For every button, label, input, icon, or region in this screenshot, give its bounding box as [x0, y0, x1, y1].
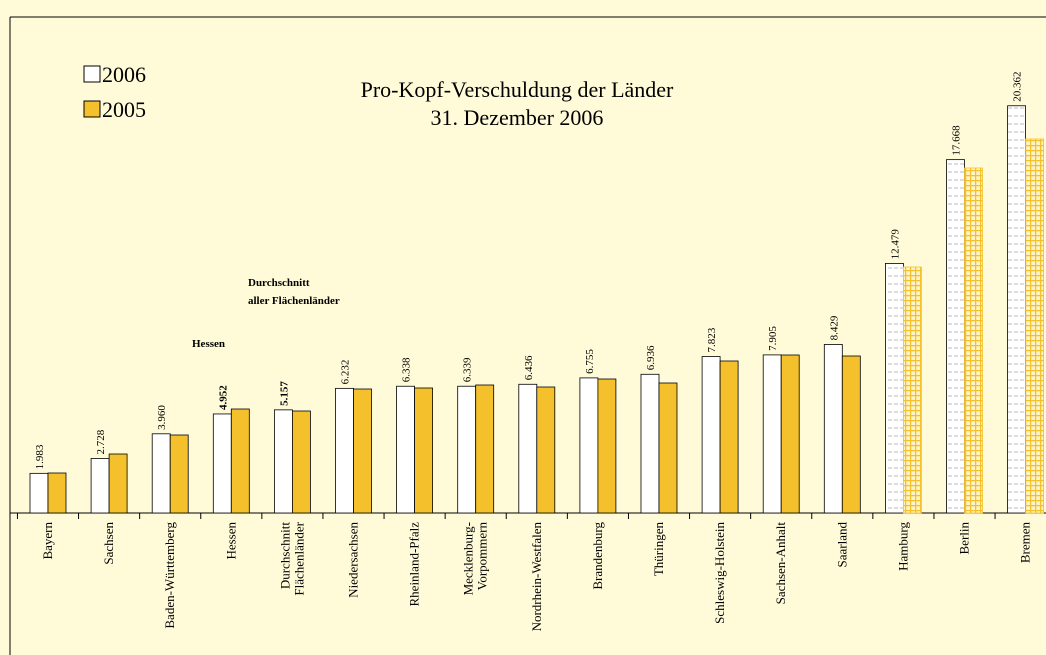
x-tick-label: Sachsen [101, 522, 116, 565]
annotation: Durchschnitt [248, 277, 310, 289]
value-label: 5.157 [278, 381, 290, 406]
bar [719, 360, 739, 514]
bar [353, 388, 372, 514]
legend-label: 2006 [102, 62, 146, 87]
bar [29, 472, 49, 514]
bar [640, 373, 660, 514]
bar [701, 356, 721, 514]
bar [291, 410, 311, 514]
x-tick-label: Rheinland-Pfalz [407, 522, 422, 607]
bar [90, 458, 110, 514]
bar [151, 433, 171, 514]
value-label: 12.479 [889, 229, 901, 260]
bar [230, 408, 250, 514]
bar [658, 382, 678, 514]
bar [1007, 105, 1026, 514]
x-tick-label: Hessen [223, 522, 238, 560]
value-label: 6.232 [340, 360, 352, 385]
bar [518, 383, 538, 514]
value-label: 20.362 [1012, 72, 1024, 102]
x-tick-label: Brandenburg [590, 522, 605, 590]
x-tick-label: Flächenländer [291, 521, 306, 595]
value-label: 6.436 [523, 355, 535, 380]
x-tick-label: Bremen [1018, 522, 1033, 564]
value-label: 8.429 [828, 315, 840, 340]
value-label: 7.905 [767, 326, 779, 351]
value-label: 2.728 [95, 429, 107, 454]
legend-label: 2005 [102, 97, 146, 122]
value-label: 6.338 [401, 357, 413, 382]
value-label: 17.668 [951, 125, 963, 156]
value-label: 4.952 [217, 385, 229, 410]
x-tick-label: Hamburg [895, 522, 910, 571]
chart-title: Pro-Kopf-Verschuldung der Länder [361, 77, 674, 102]
bar [396, 385, 416, 514]
bar [885, 263, 904, 514]
bar [964, 167, 983, 514]
bar [169, 434, 189, 514]
bar [1025, 138, 1044, 514]
x-tick-label: Bayern [40, 522, 55, 560]
x-tick-label: Vorpommern [475, 522, 490, 591]
bar [579, 377, 599, 514]
x-tick-label: Durchschnitt [277, 522, 292, 590]
bar [597, 378, 617, 514]
x-tick-label: Schleswig-Holstein [712, 522, 727, 624]
x-tick-label: Nordrhein-Westfalen [529, 522, 544, 632]
bar [414, 387, 434, 514]
bar [47, 472, 67, 514]
x-tick-label: Thüringen [651, 522, 666, 577]
legend-swatch [83, 100, 101, 118]
x-tick-label: Berlin [957, 522, 972, 555]
bar [823, 344, 843, 514]
bar [273, 409, 293, 514]
bar [536, 386, 556, 514]
value-label: 6.936 [645, 345, 657, 370]
bar [335, 387, 354, 514]
bar [457, 385, 477, 514]
bar [780, 354, 800, 514]
x-tick-label: Baden-Württemberg [162, 522, 177, 629]
value-label: 7.823 [706, 327, 718, 352]
bar [212, 413, 232, 514]
x-tick-label: Niedersachsen [346, 522, 361, 598]
bar [841, 355, 861, 514]
value-label: 6.755 [584, 349, 596, 374]
annotation: aller Flächenländer [248, 295, 340, 307]
bar [946, 159, 965, 514]
bar [903, 266, 922, 514]
x-tick-label: Mecklenburg- [461, 522, 476, 595]
value-label: 6.339 [462, 357, 474, 382]
bar [762, 354, 782, 514]
value-label: 3.960 [156, 405, 168, 430]
x-tick-label: Sachsen-Anhalt [773, 522, 788, 605]
annotation: Hessen [192, 338, 225, 350]
bar [108, 453, 128, 514]
bar [475, 384, 495, 514]
legend-swatch [83, 65, 101, 83]
x-tick-label: Saarland [834, 522, 849, 568]
chart-subtitle: 31. Dezember 2006 [431, 105, 604, 130]
value-label: 1.983 [34, 444, 46, 469]
